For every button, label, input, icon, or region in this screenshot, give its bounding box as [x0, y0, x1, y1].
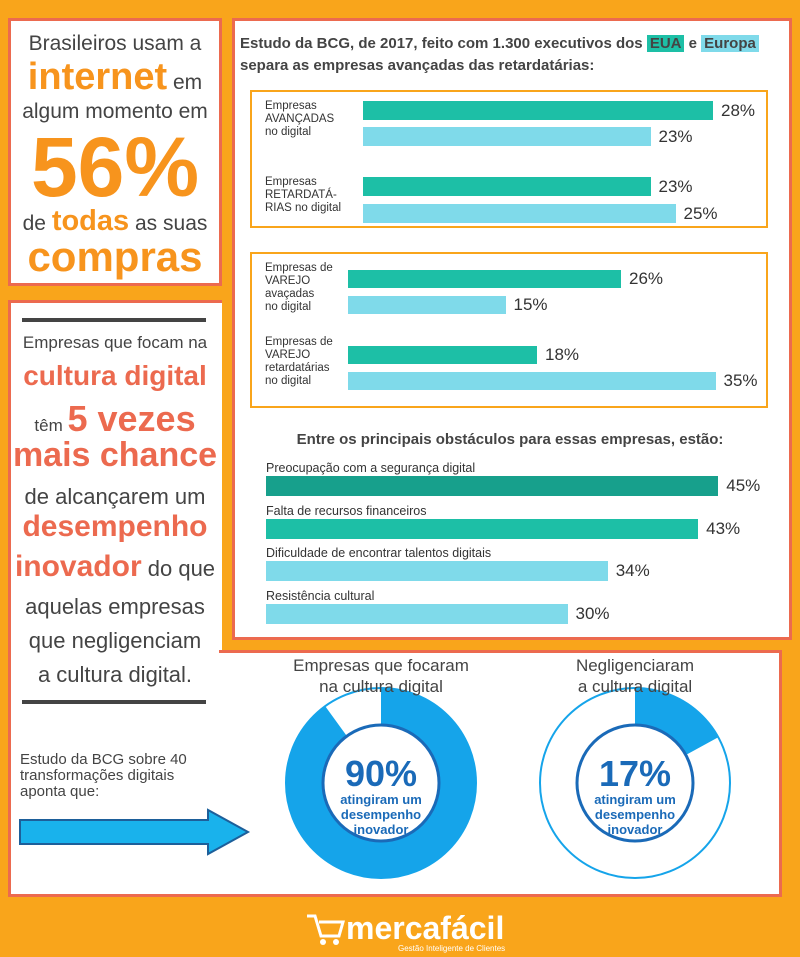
bar: [348, 372, 716, 390]
value-label: 43%: [706, 518, 741, 538]
category-label: Preocupação com a segurança digital: [266, 461, 476, 475]
group-box: [250, 252, 768, 408]
text: e: [688, 35, 697, 52]
value-label: 23%: [658, 176, 693, 196]
value-label: 26%: [629, 269, 664, 288]
bar: [348, 296, 506, 314]
donut-arc: [635, 688, 719, 756]
legend-entry: Europa: [701, 35, 759, 52]
focus-text: Empresas que focam na: [22, 333, 208, 352]
highlight: compras: [27, 233, 203, 280]
value-label: 23%: [658, 126, 693, 146]
value-label: 30%: [575, 604, 610, 624]
focus-highlight: desempenho: [22, 510, 208, 543]
donut-value: 17%: [598, 753, 672, 794]
wheel: [320, 939, 326, 945]
highlight: inovador: [14, 550, 142, 583]
value-label: 18%: [545, 345, 580, 364]
intro-text: de todas as suas: [10, 205, 220, 238]
bar: [363, 127, 651, 146]
category-label: Empresas de VAREJO avaçadas no digital: [265, 262, 333, 313]
focus-panel: [8, 300, 222, 897]
focus-text: que negligenciam: [28, 628, 202, 653]
text: do que: [147, 556, 216, 581]
highlight: 5 vezes: [67, 398, 196, 439]
donut-caption: atingiram um desempenho inovador: [594, 792, 676, 837]
bar: [266, 518, 699, 539]
bar: [348, 270, 621, 288]
focus-text: de alcançarem um: [24, 484, 206, 509]
value-label: 35%: [723, 371, 758, 390]
rule: [22, 700, 206, 704]
category-label: Empresas AVANÇADAS no digital: [265, 100, 335, 138]
logo-icon: [307, 914, 345, 945]
group-box: [250, 90, 768, 228]
category-label: Falta de recursos financeiros: [266, 503, 427, 518]
text: têm: [34, 416, 63, 435]
focus-highlight: mais chance: [12, 436, 218, 474]
intro-panel: [8, 18, 222, 286]
brand: mercafácil: [346, 910, 505, 946]
donut-hole: [321, 723, 441, 843]
donut-caption: atingiram um desempenho inovador: [340, 792, 422, 837]
intro-text: internet em: [10, 56, 220, 99]
value-label: 15%: [513, 295, 548, 314]
obstacles-title: Entre os principais obstáculos para essa…: [296, 431, 724, 448]
category-label: Resistência cultural: [266, 589, 375, 604]
focus-text: têm 5 vezes: [10, 398, 220, 440]
arrow: [19, 808, 251, 856]
focus-text: inovador do que: [10, 550, 220, 584]
study-note: Estudo da BCG sobre 40 transformações di…: [20, 751, 187, 800]
bar: [266, 604, 568, 625]
donut-hole: [575, 723, 695, 843]
intro-text: algum momento em: [22, 100, 208, 123]
bar: [266, 476, 719, 496]
bar: [266, 561, 608, 582]
bar: [363, 204, 676, 223]
value-label: 45%: [726, 476, 761, 495]
tagline: Gestão Inteligente de Clientes: [398, 944, 506, 953]
bar: [363, 177, 651, 196]
donut-arc: [286, 688, 476, 878]
focus-text: a cultura digital.: [37, 662, 193, 687]
category-label: Empresas de VAREJO retardatárias no digi…: [265, 336, 333, 387]
category-label: Empresas RETARDATÁ- RIAS no digital: [265, 176, 342, 214]
text: de: [22, 212, 46, 235]
wheel: [333, 939, 339, 945]
focus-highlight: cultura digital: [23, 360, 207, 391]
bar: [363, 101, 713, 120]
intro-text: Brasileiros usam a: [28, 32, 202, 55]
value-label: 34%: [615, 561, 650, 581]
cart: [307, 914, 345, 938]
category-label: Dificuldade de encontrar talentos digita…: [266, 546, 492, 561]
text: as suas: [135, 212, 208, 235]
highlight: todas: [51, 205, 130, 237]
big-stat: 56%: [30, 120, 200, 214]
legend-entry: EUA: [646, 35, 685, 52]
value-label: 25%: [683, 203, 718, 223]
bar: [348, 346, 537, 364]
highlight: internet: [27, 56, 168, 98]
value-label: 28%: [721, 100, 756, 120]
text: em: [173, 71, 203, 94]
donut-title: Negligenciaram a cultura digital: [575, 656, 695, 696]
donut-value: 90%: [344, 753, 418, 794]
text: separa as empresas avançadas das retarda…: [240, 57, 595, 74]
donut-title: Empresas que focaram na cultura digital: [293, 656, 469, 696]
focus-text: aquelas empresas: [25, 594, 205, 619]
text: Estudo da BCG, de 2017, feito com 1.300 …: [240, 35, 643, 52]
rule: [22, 318, 206, 322]
arrow-shape: [19, 808, 251, 856]
study-header: Estudo da BCG, de 2017, feito com 1.300 …: [240, 33, 790, 77]
